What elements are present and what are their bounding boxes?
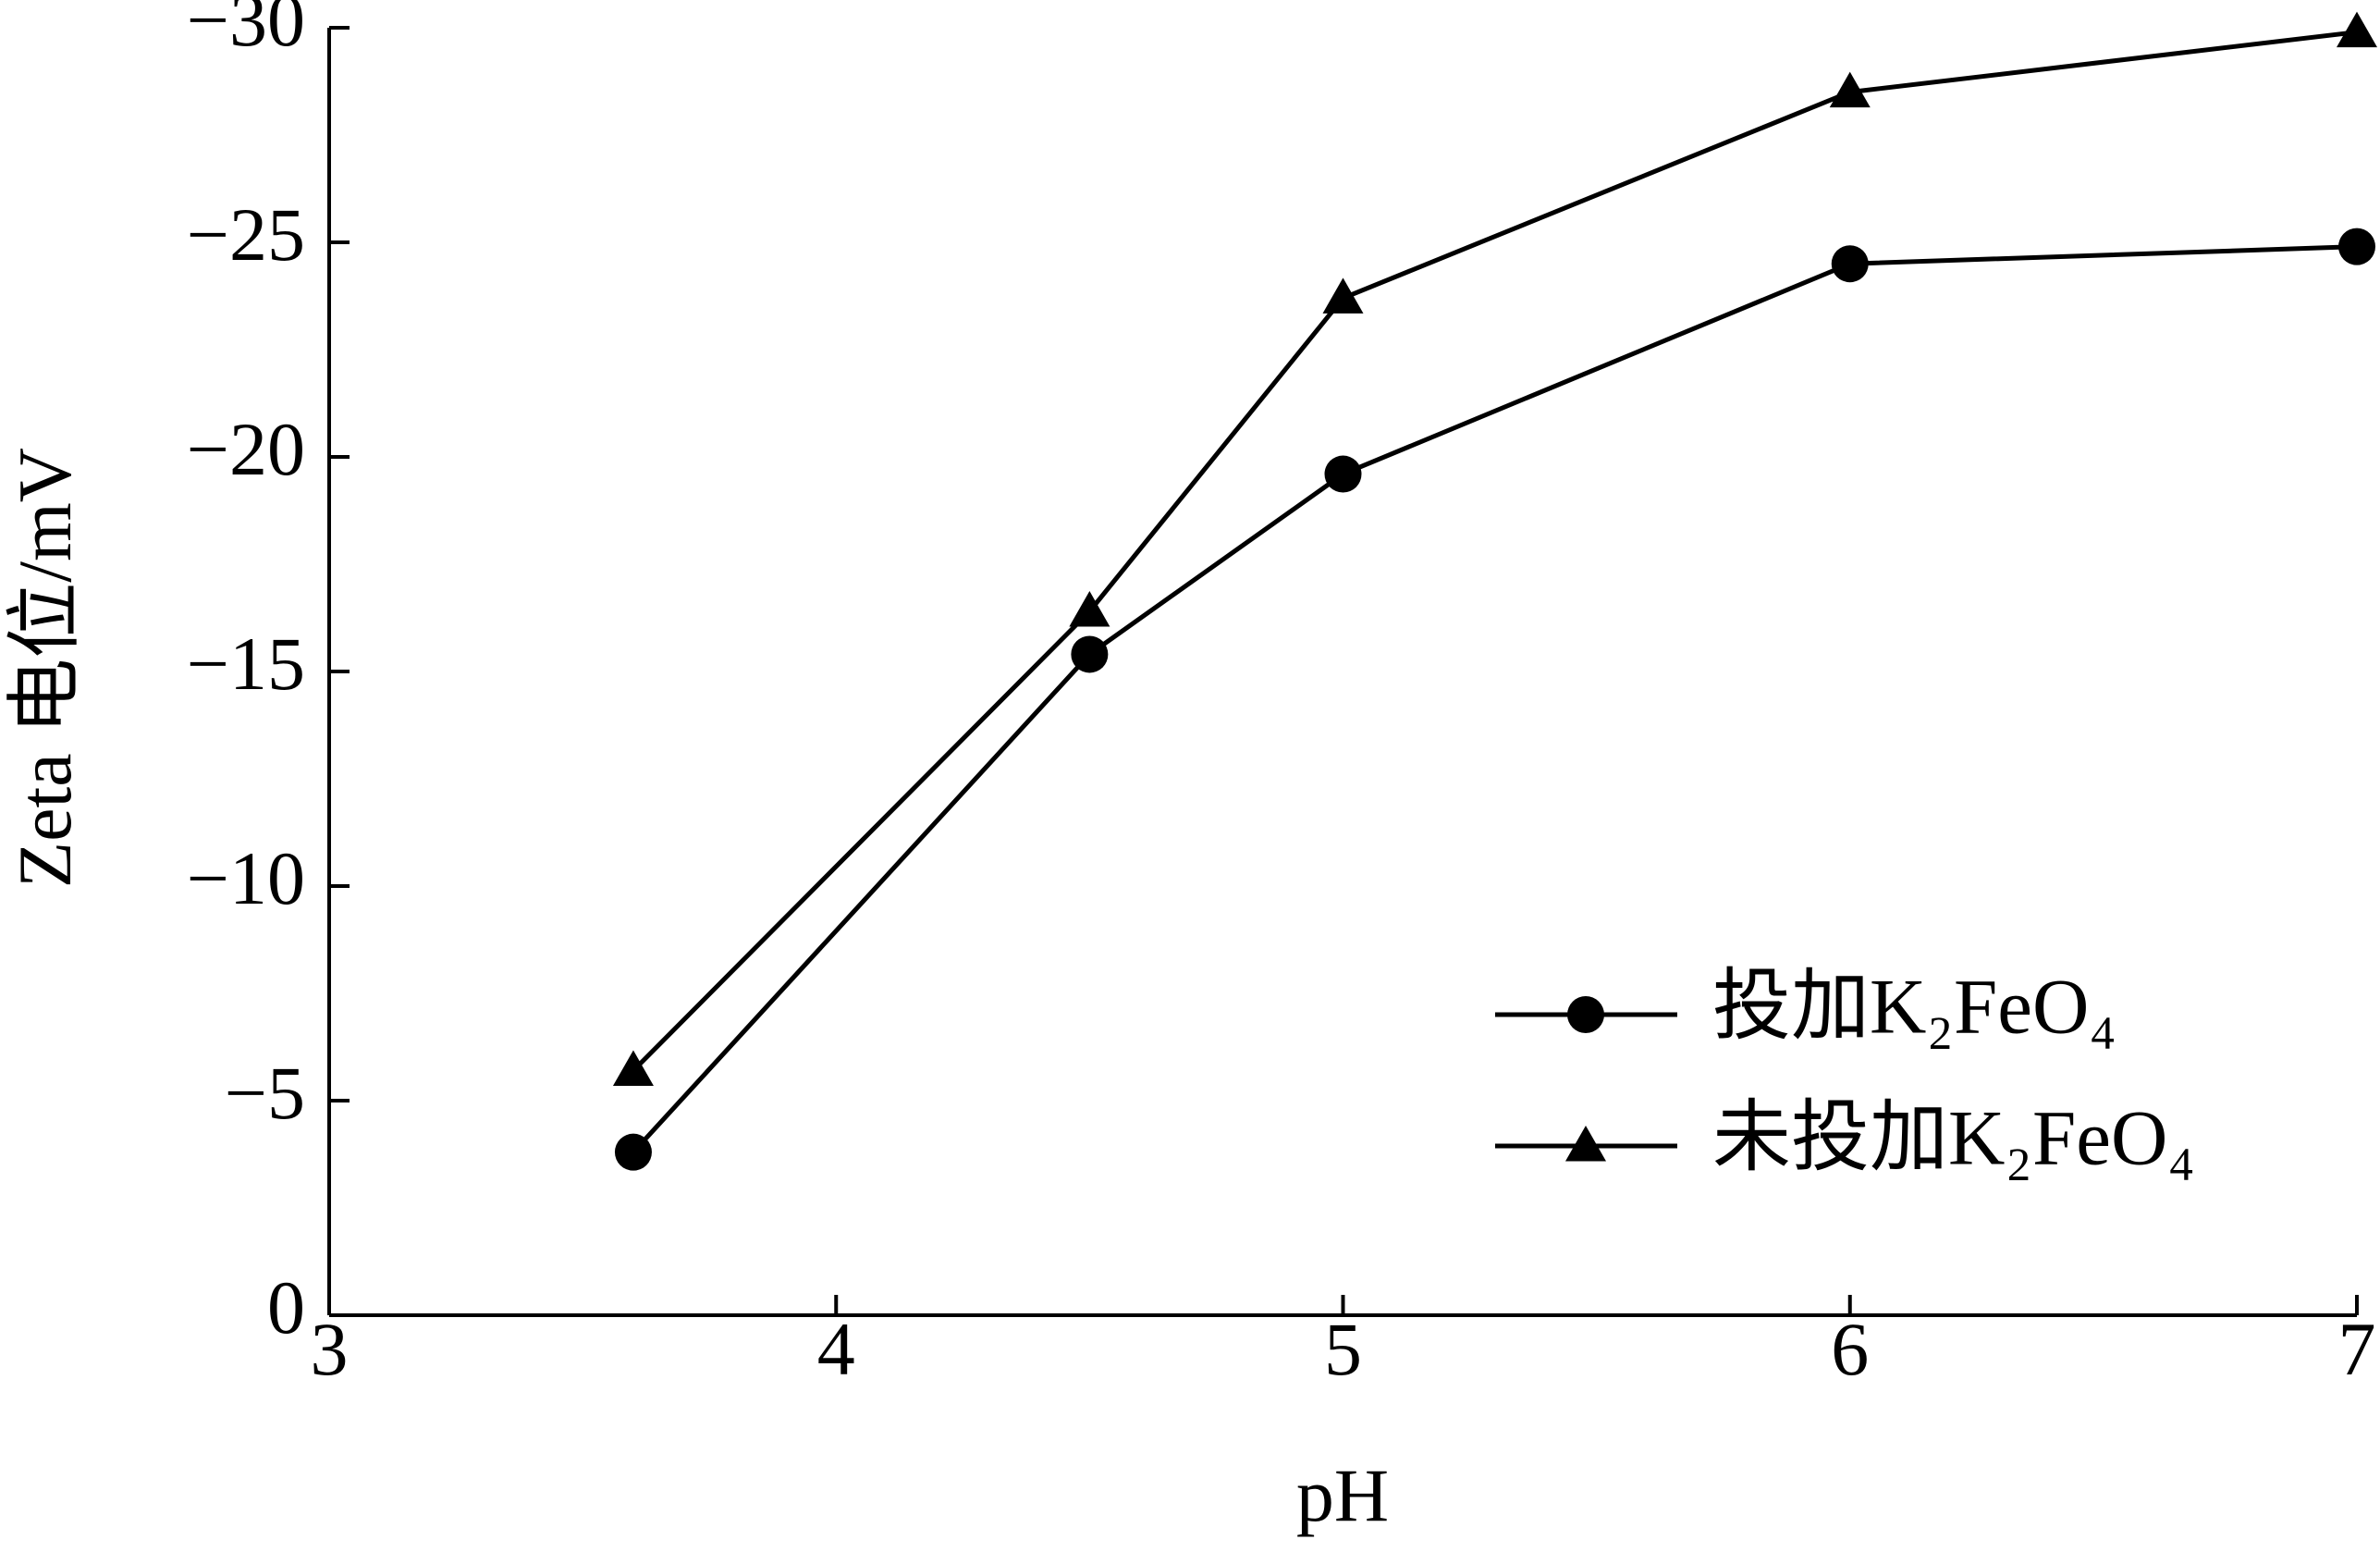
x-tick-label: 5 — [1324, 1307, 1362, 1391]
y-tick-label: −5 — [225, 1051, 305, 1135]
legend-label: 投加K₂FeO₄ — [1712, 964, 2116, 1051]
triangle-marker — [612, 1050, 654, 1087]
triangle-marker — [1829, 71, 1871, 108]
y-tick-label: 0 — [267, 1265, 305, 1349]
x-tick-label: 3 — [311, 1307, 349, 1391]
y-tick-label: −20 — [187, 407, 305, 491]
circle-marker — [2338, 228, 2375, 265]
x-tick-label: 6 — [1831, 1307, 1869, 1391]
y-tick-label: −30 — [187, 0, 305, 62]
x-tick-label: 4 — [817, 1307, 855, 1391]
circle-marker — [1071, 635, 1109, 673]
triangle-marker — [1322, 277, 1364, 314]
circle-marker — [1831, 245, 1869, 283]
y-tick-label: −10 — [187, 836, 305, 920]
y-tick-label: −15 — [187, 622, 305, 706]
circle-marker — [1324, 455, 1362, 493]
series-line — [632, 30, 2358, 1073]
triangle-marker — [2337, 11, 2377, 48]
y-tick-label: −25 — [187, 192, 305, 277]
triangle-marker — [1565, 1126, 1606, 1162]
legend-label: 未投加K₂FeO₄ — [1712, 1095, 2195, 1182]
circle-marker — [1567, 996, 1604, 1033]
circle-marker — [614, 1133, 652, 1171]
y-axis-label: Zeta 电位/mV — [3, 448, 87, 888]
x-tick-label: 7 — [2338, 1307, 2376, 1391]
x-axis-label: pH — [1296, 1453, 1389, 1537]
triangle-marker — [1069, 591, 1110, 627]
